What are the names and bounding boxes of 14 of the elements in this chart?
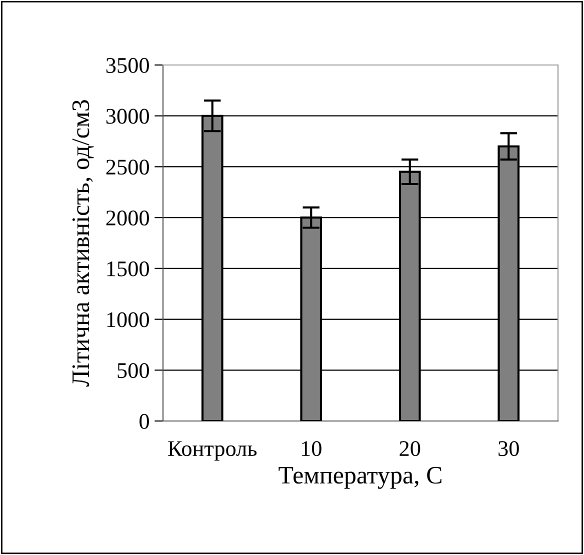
y-tick-label: 3500: [106, 58, 149, 73]
x-tick-label: 20: [400, 441, 420, 456]
y-tick-label: 2500: [106, 160, 149, 175]
y-tick-label: 1000: [107, 312, 149, 328]
y-tick-label: 500: [118, 363, 149, 378]
y-tick-label: 3000: [106, 108, 149, 124]
y-tick-label: 0: [140, 414, 149, 429]
x-tick-label: 30: [498, 441, 519, 456]
y-axis-title: Літична активність, од/см3: [72, 100, 94, 387]
x-tick-label: Контроль: [168, 441, 257, 461]
y-tick-label: 2000: [106, 210, 149, 226]
x-tick-label: 10: [302, 441, 322, 456]
x-axis-title: Температура, С: [278, 466, 442, 489]
y-tick-label: 1500: [107, 261, 149, 276]
